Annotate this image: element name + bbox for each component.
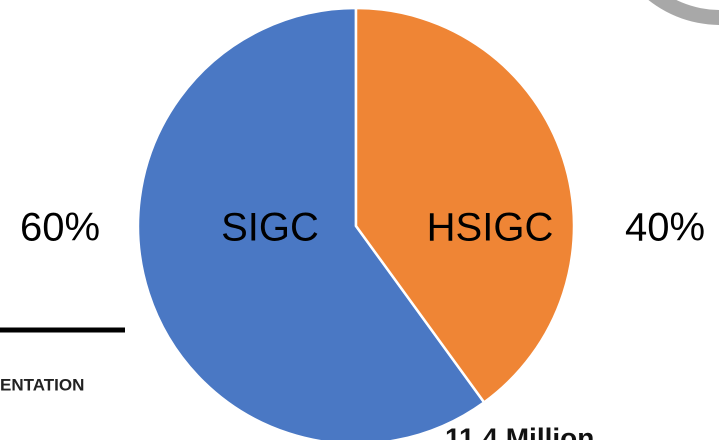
- value-label: 40%: [625, 206, 705, 250]
- category-label: SIGC: [221, 206, 319, 250]
- value-label: 60%: [20, 206, 100, 250]
- decor-circle-inner: [676, 0, 719, 10]
- pie-slice: [354, 6, 576, 405]
- slide-text: ENTATION: [0, 375, 84, 394]
- pie: [136, 6, 576, 440]
- category-label: HSIGC: [427, 206, 554, 250]
- pie-slice: [136, 6, 486, 440]
- slide-text: 11.4 Million: [445, 422, 594, 440]
